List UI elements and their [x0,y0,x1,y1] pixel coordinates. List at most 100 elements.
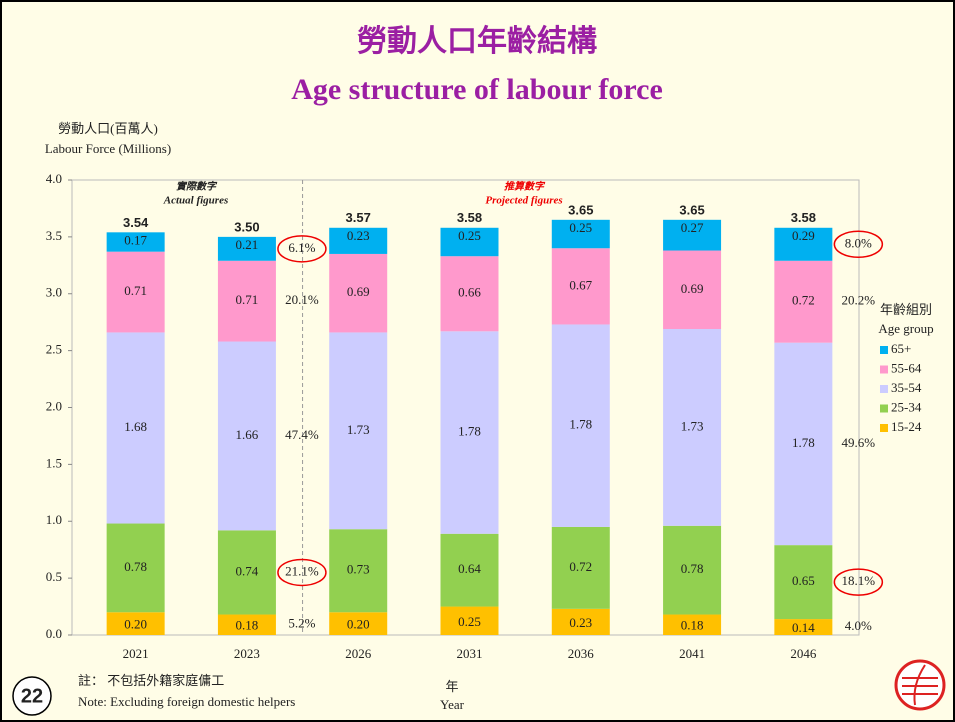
legend-label: 55-64 [891,360,922,375]
note: Note: Excluding foreign domestic helpers [78,694,295,709]
bar-segment [106,332,165,524]
value-label: 0.23 [569,615,592,630]
bar-segment [329,612,388,635]
bar-segment [217,614,276,635]
value-label: 0.29 [792,228,815,243]
share-circle [833,568,884,596]
bar-segment [217,236,276,261]
x-axis-label-zh: 年 [445,679,458,694]
share-label: 21.1% [285,563,319,578]
share-circle [277,558,327,587]
share-label: 6.1% [288,240,315,255]
x-tick-label: 2021 [123,646,149,661]
logo-mark [902,664,938,706]
value-label: 1.78 [458,424,481,439]
bar-segment [663,614,722,635]
y-axis-label: Labour Force (Millions) [45,141,171,156]
value-label: 0.64 [458,561,481,576]
y-axis-label-zh: 勞動人口(百萬人) [58,121,158,136]
projected-label-zh: 推算數字 [504,180,546,192]
bar-segment [663,219,722,251]
bar-segment [440,331,499,534]
share-label: 49.6% [842,435,876,450]
value-label: 0.73 [347,562,370,577]
y-tick-label: 4.0 [46,171,62,186]
actual-label-zh: 實際數字 [176,180,218,192]
legend-label: 25-34 [891,399,922,414]
y-tick-label: 1.0 [46,512,62,527]
value-label: 0.21 [236,237,259,252]
value-label: 0.25 [569,220,592,235]
bar-segment [663,250,722,330]
bar-segment [440,256,499,332]
value-label: 0.69 [347,284,370,299]
value-label: 0.18 [236,618,259,633]
legend-swatch [880,346,888,354]
value-label: 0.17 [124,232,147,247]
value-label: 0.25 [458,228,481,243]
x-tick-label: 2046 [790,646,817,661]
value-label: 0.25 [458,614,481,629]
bar-segment [217,341,276,531]
value-label: 0.27 [681,220,704,235]
value-label: 1.68 [124,419,147,434]
value-label: 0.20 [124,617,147,632]
share-label: 20.1% [285,292,319,307]
value-label: 1.73 [681,418,704,433]
share-label: 4.0% [845,618,872,633]
bar-segment [217,260,276,342]
y-tick-label: 2.5 [46,342,62,357]
value-label: 0.23 [347,228,370,243]
value-label: 0.72 [569,559,592,574]
value-label: 0.65 [792,573,815,588]
bar-segment [774,342,833,546]
legend-swatch [880,404,888,413]
bar-segment [551,219,610,249]
bar-segment [551,248,610,325]
title-zh: 勞動人口年齡結構 [357,24,597,58]
bar-segment [440,606,499,635]
bar-segment [774,619,833,635]
note-zh: 註： 不包括外籍家庭傭工 [78,673,224,688]
x-tick-label: 2041 [679,646,705,661]
share-label: 5.2% [288,616,315,631]
value-label: 0.71 [236,292,259,307]
legend-title: Age group [878,321,933,336]
bar-segment [774,545,833,620]
bar-segment [106,232,165,252]
y-tick-label: 3.5 [46,228,62,243]
value-label: 0.14 [792,620,815,635]
value-label: 1.73 [347,422,370,437]
value-label: 0.72 [792,293,815,308]
value-label: 0.71 [124,283,147,298]
bar-segment [440,533,499,607]
value-label: 0.18 [681,618,704,633]
bar-segment [551,526,610,609]
y-tick-label: 2.0 [46,398,62,413]
legend-swatch [880,365,888,374]
value-label: 1.66 [236,427,259,442]
share-circle [277,235,327,263]
y-tick-label: 3.0 [46,285,62,300]
x-tick-label: 2036 [568,646,595,661]
share-label: 47.4% [285,427,319,442]
bar-segment [329,332,388,530]
value-label: 0.78 [124,559,147,574]
value-label: 0.74 [236,563,259,578]
value-label: 1.78 [569,417,592,432]
share-label: 18.1% [842,573,876,588]
y-tick-label: 0.0 [46,626,62,641]
value-label: 0.69 [681,281,704,296]
share-circle [833,230,884,259]
share-label: 8.0% [845,235,872,250]
bar-segment [551,324,610,527]
x-tick-label: 2026 [345,646,372,661]
legend-title-zh: 年齡組別 [880,302,932,317]
value-label: 1.78 [792,435,815,450]
bar-segment [774,260,833,343]
total-label: 3.57 [346,210,371,225]
bar-segment [329,253,388,333]
actual-label: Actual figures [163,195,228,207]
x-tick-label: 2023 [234,646,260,661]
